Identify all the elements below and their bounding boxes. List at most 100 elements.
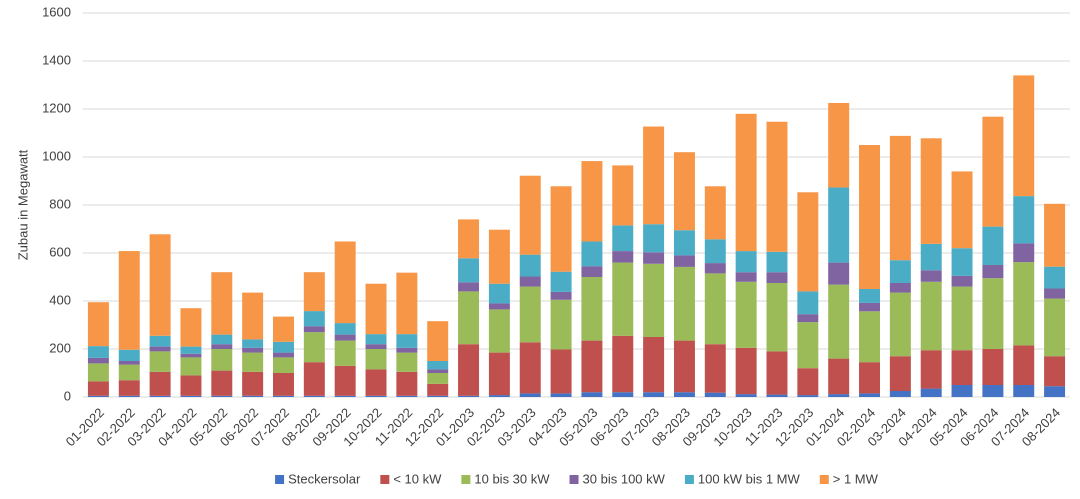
bar-segment <box>118 380 140 396</box>
bar-segment <box>458 258 480 283</box>
bar-segment <box>272 373 294 396</box>
bar-segment <box>581 277 603 341</box>
bar-segment <box>951 350 973 385</box>
bar-segment <box>427 361 449 370</box>
bar-segment <box>242 292 264 340</box>
bar-segment <box>673 255 695 267</box>
bar-segment <box>550 299 572 350</box>
bar-segment <box>766 121 788 252</box>
bar-segment <box>920 281 942 351</box>
bar-segment <box>303 362 325 396</box>
bar-segment <box>859 145 881 289</box>
bar-segment <box>859 289 881 303</box>
bar-segment <box>704 392 726 397</box>
bar-segment <box>365 395 387 397</box>
bar-segment <box>149 335 171 347</box>
bar-segment <box>303 326 325 333</box>
y-axis-label: Zubau in Megawatt <box>15 149 30 260</box>
bar-segment <box>735 347 757 395</box>
bar-segment <box>272 357 294 373</box>
bar-segment <box>211 334 233 345</box>
bar-segment <box>735 272 757 282</box>
bar-segment <box>87 381 109 396</box>
bar-segment <box>519 342 541 394</box>
bar-segment <box>1044 203 1066 267</box>
bar-segment <box>735 251 757 273</box>
bar-segment <box>334 395 356 397</box>
y-tick-label: 600 <box>49 244 71 259</box>
bar-segment <box>272 352 294 358</box>
bar-segment <box>643 224 665 253</box>
bar-segment <box>303 395 325 397</box>
bar-segment <box>365 369 387 396</box>
bar-segment <box>1044 386 1066 397</box>
bar-segment <box>211 370 233 396</box>
bar-segment <box>673 266 695 341</box>
bar-segment <box>766 251 788 273</box>
bar-segment <box>427 373 449 384</box>
bar-segment <box>334 323 356 335</box>
bar-segment <box>1044 356 1066 387</box>
bar-segment <box>550 393 572 397</box>
bar-segment <box>427 395 449 397</box>
bar-segment <box>303 332 325 363</box>
bar-segment <box>519 393 541 397</box>
bar-segment <box>488 352 510 396</box>
bar-segment <box>87 302 109 347</box>
bar-segment <box>396 395 418 397</box>
bar-segment <box>334 365 356 396</box>
bar-segment <box>427 369 449 373</box>
bar-segment <box>643 337 665 393</box>
bar-segment <box>272 341 294 353</box>
bar-segment <box>643 252 665 264</box>
bar-segment <box>797 314 819 323</box>
bar-segment <box>951 171 973 249</box>
bar-segment <box>1044 298 1066 357</box>
bar-segment <box>242 395 264 397</box>
bar-segment <box>951 385 973 397</box>
bar-segment <box>643 126 665 225</box>
bar-segment <box>180 395 202 397</box>
bar-segment <box>365 283 387 335</box>
bar-segment <box>982 385 1004 397</box>
bar-segment <box>673 230 695 256</box>
bar-segment <box>87 346 109 358</box>
bar-segment <box>982 265 1004 279</box>
bar-segment <box>612 262 634 336</box>
bar-segment <box>272 316 294 342</box>
bar-segment <box>149 395 171 397</box>
bar-segment <box>211 395 233 397</box>
y-tick-label: 200 <box>49 340 71 355</box>
bar-segment <box>581 161 603 242</box>
bar-segment <box>920 388 942 397</box>
y-tick-label: 1400 <box>42 52 71 67</box>
bar-segment <box>643 263 665 337</box>
bar-segment <box>889 283 911 293</box>
bar-segment <box>118 395 140 397</box>
bar-segment <box>859 302 881 312</box>
bar-segment <box>272 395 294 397</box>
bar-segment <box>982 278 1004 349</box>
bar-segment <box>889 260 911 283</box>
legend-label: < 10 kW <box>393 471 442 486</box>
bar-segment <box>889 135 911 261</box>
bar-segment <box>396 272 418 335</box>
bar-segment <box>180 357 202 376</box>
bar-segment <box>550 349 572 394</box>
bar-segment <box>1013 345 1035 385</box>
bar-segment <box>396 334 418 348</box>
bar-segment <box>828 187 850 263</box>
bar-segment <box>488 283 510 304</box>
bar-segment <box>766 272 788 283</box>
bar-segment <box>488 309 510 353</box>
bar-segment <box>920 270 942 282</box>
bar-segment <box>118 349 140 361</box>
legend-label: 30 bis 100 kW <box>583 471 666 486</box>
bar-segment <box>242 371 264 396</box>
bar-segment <box>797 395 819 397</box>
bar-segment <box>242 352 264 372</box>
bar-segment <box>612 392 634 397</box>
bar-segment <box>797 192 819 292</box>
y-tick-label: 1200 <box>42 100 71 115</box>
